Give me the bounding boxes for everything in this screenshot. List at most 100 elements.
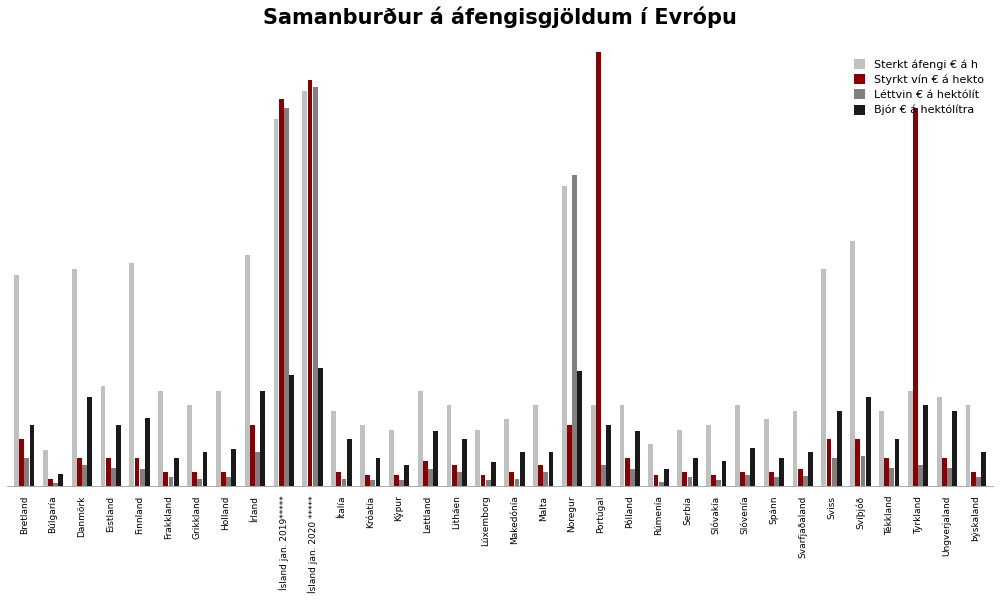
Bar [404, 465, 409, 486]
Bar [302, 91, 307, 486]
Bar [491, 463, 496, 486]
Bar [706, 425, 711, 486]
Bar [106, 458, 111, 486]
Bar [601, 465, 606, 486]
Bar [347, 439, 352, 486]
Bar [158, 391, 163, 486]
Bar [567, 425, 572, 486]
Bar [255, 452, 260, 486]
Bar [976, 478, 981, 486]
Bar [648, 444, 653, 486]
Bar [591, 405, 596, 486]
Bar [861, 456, 865, 486]
Bar [837, 412, 842, 486]
Bar [289, 374, 294, 486]
Bar [774, 478, 779, 486]
Bar [509, 472, 514, 486]
Bar [111, 468, 116, 486]
Bar [538, 465, 543, 486]
Bar [850, 241, 855, 486]
Bar [803, 476, 808, 486]
Bar [659, 482, 664, 486]
Bar [447, 405, 451, 486]
Bar [389, 430, 394, 486]
Bar [140, 469, 145, 486]
Bar [418, 391, 423, 486]
Bar [947, 468, 952, 486]
Bar [58, 473, 63, 486]
Bar [360, 425, 365, 486]
Bar [169, 478, 173, 486]
Bar [231, 449, 236, 486]
Bar [520, 452, 525, 486]
Bar [952, 412, 957, 486]
Bar [197, 479, 202, 486]
Bar [101, 386, 105, 486]
Bar [937, 397, 942, 486]
Bar [82, 465, 87, 486]
Bar [250, 425, 255, 486]
Bar [428, 469, 433, 486]
Bar [192, 472, 197, 486]
Bar [462, 439, 467, 486]
Bar [750, 448, 755, 486]
Bar [711, 475, 716, 486]
Bar [376, 458, 380, 486]
Bar [174, 458, 179, 486]
Bar [274, 119, 278, 486]
Bar [562, 185, 567, 486]
Bar [260, 391, 265, 486]
Bar [572, 175, 577, 486]
Bar [923, 404, 928, 486]
Bar [48, 479, 53, 486]
Bar [779, 458, 784, 486]
Bar [284, 108, 289, 486]
Bar [216, 391, 221, 486]
Bar [798, 469, 803, 486]
Bar [313, 86, 318, 486]
Bar [793, 411, 797, 486]
Bar [889, 468, 894, 486]
Bar [913, 108, 918, 486]
Bar [19, 439, 24, 486]
Bar [827, 439, 831, 486]
Bar [625, 458, 630, 486]
Bar [331, 411, 336, 486]
Bar [433, 431, 438, 486]
Bar [14, 275, 19, 486]
Bar [654, 475, 658, 486]
Bar [866, 397, 871, 486]
Bar [318, 368, 323, 486]
Bar [693, 458, 698, 486]
Bar [596, 52, 601, 486]
Bar [481, 475, 485, 486]
Bar [808, 452, 813, 486]
Bar [72, 269, 77, 486]
Bar [423, 461, 428, 486]
Bar [908, 391, 913, 486]
Bar [981, 452, 986, 486]
Title: Samanburður á áfengisgjöldum í Evrópu: Samanburður á áfengisgjöldum í Evrópu [263, 7, 737, 28]
Bar [764, 419, 769, 486]
Bar [879, 411, 884, 486]
Bar [635, 431, 640, 486]
Bar [342, 479, 346, 486]
Bar [722, 461, 726, 486]
Bar [543, 472, 548, 486]
Bar [504, 419, 509, 486]
Bar [821, 269, 826, 486]
Bar [549, 452, 553, 486]
Bar [365, 475, 370, 486]
Bar [24, 458, 29, 486]
Bar [918, 465, 923, 486]
Bar [457, 472, 462, 486]
Bar [688, 478, 692, 486]
Bar [745, 475, 750, 486]
Bar [187, 405, 192, 486]
Bar [394, 475, 399, 486]
Bar [533, 405, 538, 486]
Bar [577, 371, 582, 486]
Bar [53, 483, 58, 486]
Bar [87, 397, 92, 486]
Bar [336, 472, 341, 486]
